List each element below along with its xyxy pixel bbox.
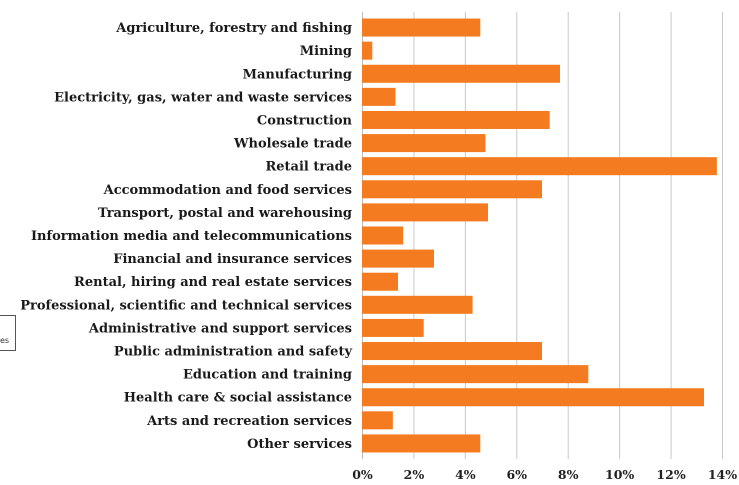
x-tick-label: 6% bbox=[506, 467, 527, 482]
category-label: Administrative and support services bbox=[88, 321, 352, 336]
category-label: Health care & social assistance bbox=[124, 391, 352, 406]
bar bbox=[362, 134, 486, 153]
x-tick-label: 2% bbox=[404, 467, 425, 482]
legend-fragment-text: es bbox=[0, 336, 10, 345]
bar bbox=[362, 64, 560, 83]
category-label: Rental, hiring and real estate services bbox=[74, 275, 352, 290]
bar bbox=[362, 41, 373, 60]
bar bbox=[362, 342, 542, 361]
x-tick-label: 10% bbox=[605, 467, 634, 482]
legend-fragment: es bbox=[0, 315, 16, 351]
category-label: Professional, scientific and technical s… bbox=[20, 298, 352, 313]
category-label: Manufacturing bbox=[243, 67, 352, 82]
x-tick-label: 0% bbox=[352, 467, 373, 482]
bar bbox=[362, 295, 473, 314]
x-tick-label: 8% bbox=[558, 467, 579, 482]
x-tick-label: 4% bbox=[455, 467, 476, 482]
category-label: Arts and recreation services bbox=[146, 414, 352, 429]
bar bbox=[362, 18, 481, 37]
category-label: Other services bbox=[247, 437, 352, 452]
category-label: Electricity, gas, water and waste servic… bbox=[54, 90, 352, 105]
x-tick-label: 12% bbox=[656, 467, 685, 482]
category-label: Information media and telecommunications bbox=[31, 229, 352, 244]
category-label: Wholesale trade bbox=[233, 137, 352, 152]
bar bbox=[362, 203, 488, 222]
bar bbox=[362, 180, 542, 199]
bar bbox=[362, 318, 424, 337]
category-label: Education and training bbox=[183, 368, 352, 383]
bar bbox=[362, 411, 393, 430]
category-label: Financial and insurance services bbox=[113, 252, 352, 267]
bar bbox=[362, 110, 550, 129]
bar bbox=[362, 226, 404, 245]
bar bbox=[362, 434, 481, 453]
category-label: Public administration and safety bbox=[114, 345, 353, 360]
category-label: Transport, postal and warehousing bbox=[98, 206, 352, 221]
bar bbox=[362, 87, 396, 106]
category-label: Retail trade bbox=[265, 160, 352, 175]
category-label: Accommodation and food services bbox=[103, 183, 352, 198]
bar bbox=[362, 249, 434, 268]
bar bbox=[362, 272, 398, 291]
category-label: Agriculture, forestry and fishing bbox=[115, 21, 352, 36]
bar bbox=[362, 157, 717, 176]
x-tick-label: 14% bbox=[708, 467, 737, 482]
bar bbox=[362, 365, 589, 384]
bar bbox=[362, 388, 704, 407]
category-label: Construction bbox=[257, 113, 353, 128]
category-label: Mining bbox=[300, 44, 352, 59]
